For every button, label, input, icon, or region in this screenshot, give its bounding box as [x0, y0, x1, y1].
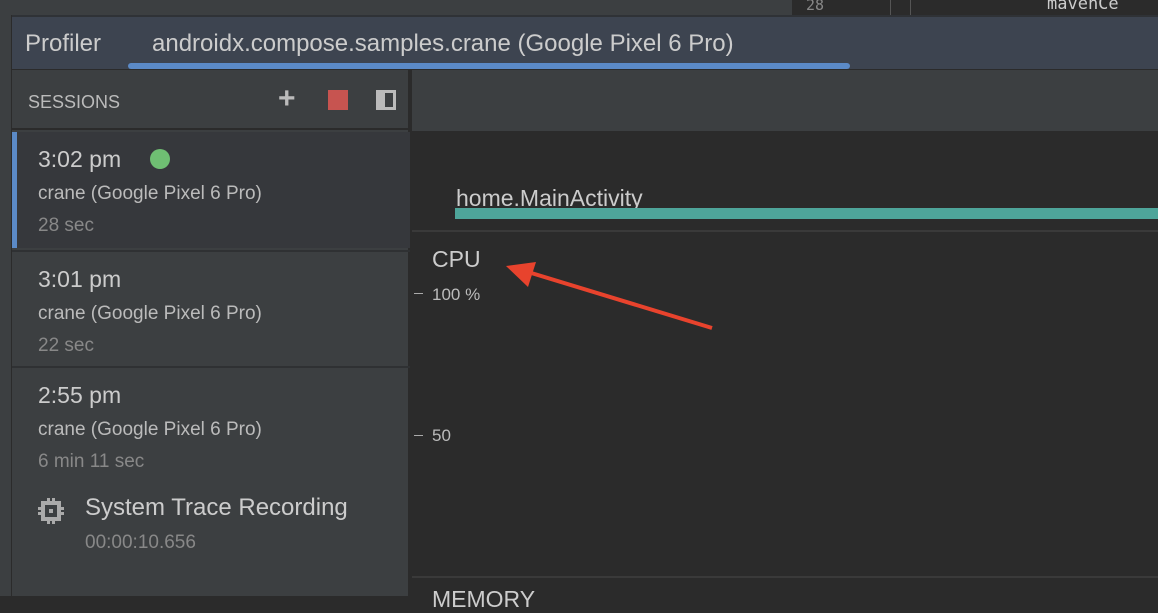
session-device: crane (Google Pixel 6 Pro): [38, 419, 262, 440]
trace-duration: 00:00:10.656: [85, 532, 196, 553]
divider: [412, 576, 1158, 578]
activity-label: home.MainActivity: [456, 185, 643, 211]
cpu-label[interactable]: CPU: [432, 246, 481, 272]
trace-artifact[interactable]: System Trace Recording 00:00:10.656: [12, 488, 410, 558]
session-item[interactable]: 2:55 pm crane (Google Pixel 6 Pro) 6 min…: [12, 366, 410, 482]
live-indicator-icon: [150, 149, 170, 169]
session-time: 3:01 pm: [38, 266, 122, 292]
sessions-header: SESSIONS +: [12, 70, 410, 130]
tick-mark: [414, 435, 423, 436]
session-duration: 22 sec: [38, 335, 94, 356]
editor-fragment: 28 mavenCe: [792, 0, 1158, 15]
left-tool-strip: [0, 15, 12, 596]
cpu-chip-icon: [38, 498, 64, 524]
session-device: crane (Google Pixel 6 Pro): [38, 183, 262, 204]
stop-icon[interactable]: [328, 90, 348, 110]
timeline-header: [412, 70, 1158, 131]
tab-bar: [12, 15, 1158, 69]
add-session-icon[interactable]: +: [278, 82, 296, 115]
sessions-panel: SESSIONS + 3:02 pm crane (Google Pixel 6…: [12, 70, 410, 596]
session-time: 3:02 pm: [38, 146, 122, 172]
annotation-arrow: [506, 262, 713, 330]
session-duration: 28 sec: [38, 215, 94, 236]
tab-profiler[interactable]: Profiler: [25, 30, 102, 57]
sessions-title: SESSIONS: [28, 92, 121, 112]
session-device: crane (Google Pixel 6 Pro): [38, 303, 262, 324]
session-item[interactable]: 3:01 pm crane (Google Pixel 6 Pro) 22 se…: [12, 250, 410, 366]
tick-mark: [414, 293, 423, 294]
line-number: 28: [806, 0, 825, 14]
tab-active-session[interactable]: androidx.compose.samples.crane (Google P…: [152, 30, 734, 57]
session-duration: 6 min 11 sec: [38, 451, 145, 472]
collapse-panel-icon[interactable]: [376, 90, 396, 110]
active-tab-indicator: [128, 63, 850, 69]
session-item[interactable]: 3:02 pm crane (Google Pixel 6 Pro) 28 se…: [12, 132, 410, 248]
cpu-tick-100: 100 %: [432, 285, 481, 304]
code-text: mavenCe: [1047, 0, 1119, 14]
session-time: 2:55 pm: [38, 382, 122, 408]
trace-label: System Trace Recording: [85, 494, 348, 521]
cpu-tick-50: 50: [432, 426, 451, 445]
divider: [412, 230, 1158, 232]
activity-bar[interactable]: [455, 208, 1158, 219]
